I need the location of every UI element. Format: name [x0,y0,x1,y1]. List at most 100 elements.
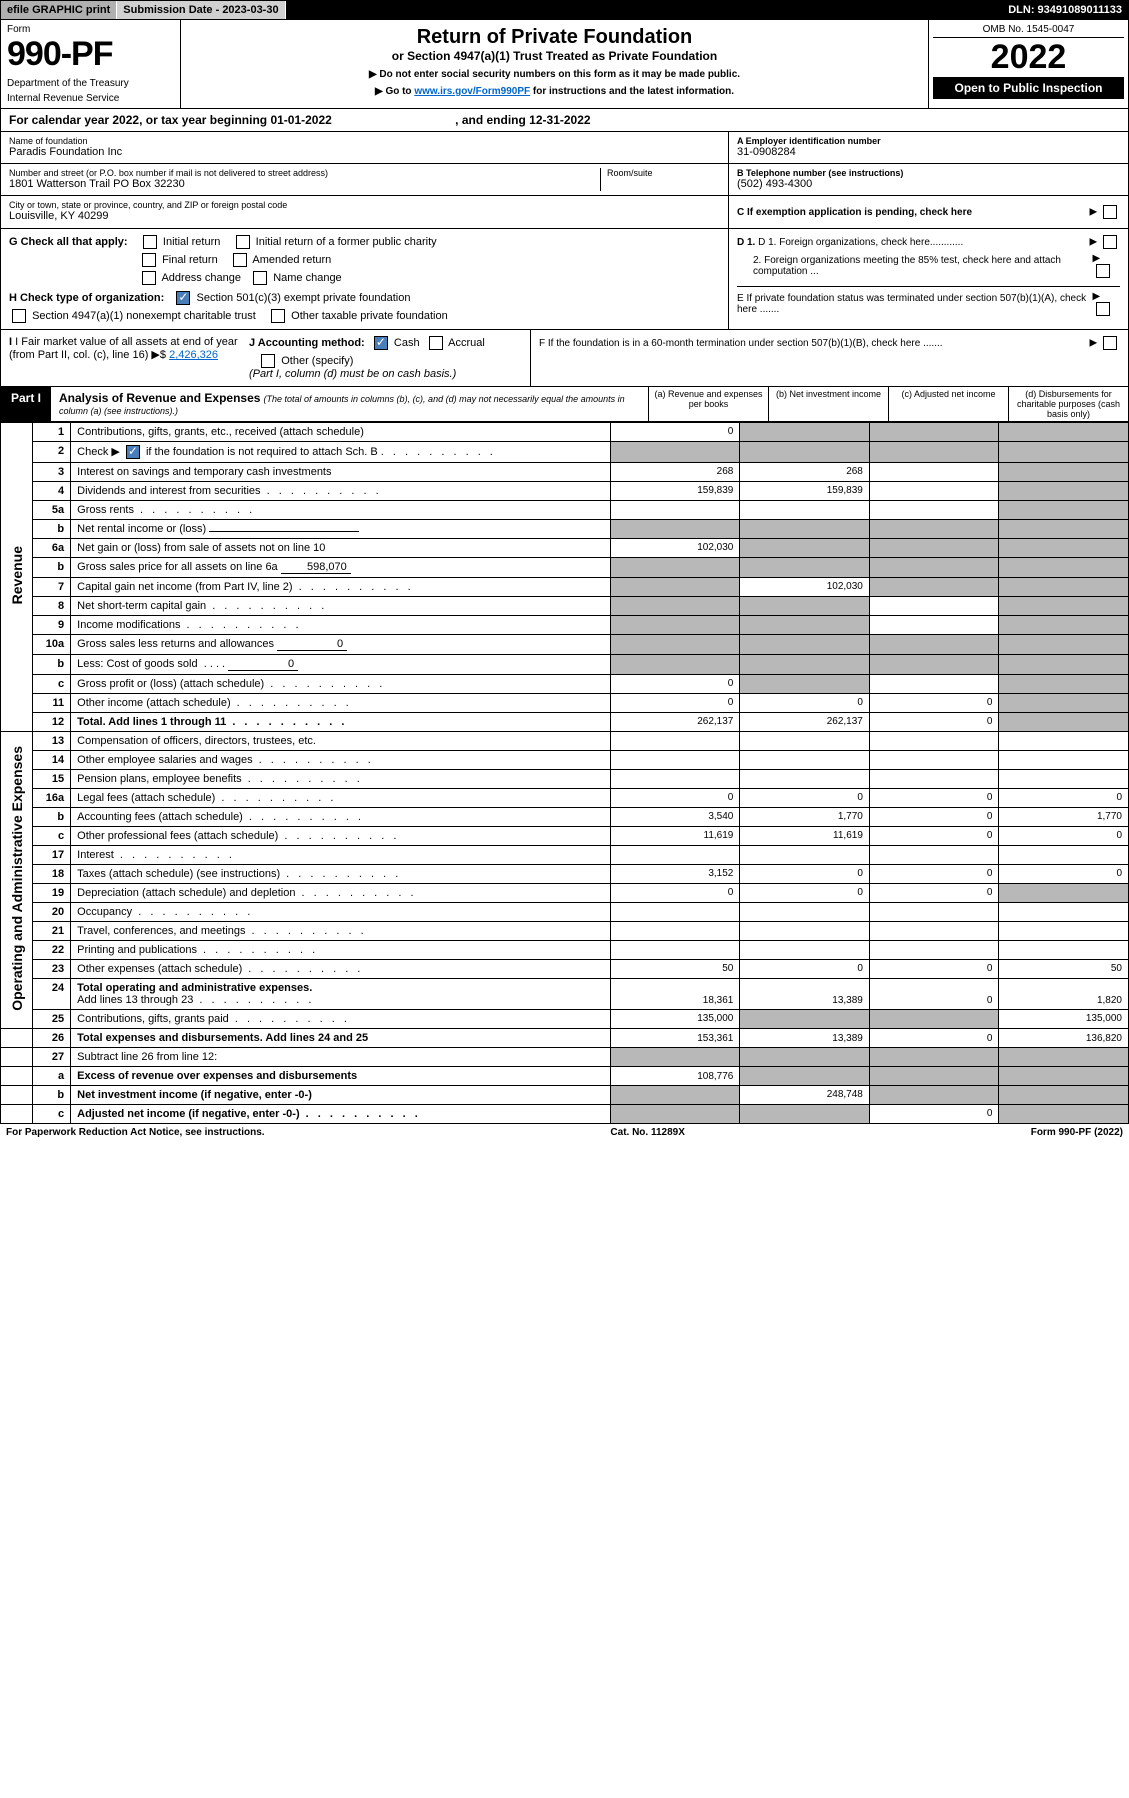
table-row: 6aNet gain or (loss) from sale of assets… [1,539,1129,558]
table-row: 17Interest [1,846,1129,865]
expenses-side-label: Operating and Administrative Expenses [9,746,25,1011]
paperwork-notice: For Paperwork Reduction Act Notice, see … [6,1127,265,1138]
form-subtitle: or Section 4947(a)(1) Trust Treated as P… [187,49,922,63]
table-row: 3Interest on savings and temporary cash … [1,463,1129,482]
d1-checkbox[interactable] [1103,235,1117,249]
table-row: aExcess of revenue over expenses and dis… [1,1067,1129,1086]
part1-label: Part I [1,387,51,421]
4947-checkbox[interactable] [12,309,26,323]
fmv-value: 2,426,326 [169,349,218,361]
table-row: bNet rental income or (loss) [1,520,1129,539]
table-row: 20Occupancy [1,903,1129,922]
tax-year: 2022 [933,38,1124,77]
part1-header: Part I Analysis of Revenue and Expenses … [0,387,1129,422]
top-bar: efile GRAPHIC print Submission Date - 20… [0,0,1129,20]
header-mid: Return of Private Foundation or Section … [181,20,928,108]
table-row: 2Check ▶ if the foundation is not requir… [1,442,1129,463]
ein-cell: A Employer identification number 31-0908… [729,132,1128,164]
initial-return-checkbox[interactable] [143,235,157,249]
f-checkbox[interactable] [1103,336,1117,350]
table-row: bNet investment income (if negative, ent… [1,1086,1129,1105]
e-checkbox[interactable] [1096,302,1110,316]
table-row: 9Income modifications [1,616,1129,635]
irs-label: Internal Revenue Service [7,93,174,104]
table-row: cGross profit or (loss) (attach schedule… [1,675,1129,694]
table-row: 4Dividends and interest from securities1… [1,482,1129,501]
f-section: F If the foundation is in a 60-month ter… [531,330,1128,386]
ijf-section: I I Fair market value of all assets at e… [0,330,1129,387]
table-row: Operating and Administrative Expenses 13… [1,732,1129,751]
table-row: 8Net short-term capital gain [1,597,1129,616]
501c3-checkbox[interactable] [176,291,190,305]
d-e-section: D 1. D 1. Foreign organizations, check h… [728,229,1128,329]
form-label: Form [7,24,174,35]
dln: DLN: 93491089011133 [1002,1,1128,19]
omb-number: OMB No. 1545-0047 [933,24,1124,38]
other-method-checkbox[interactable] [261,354,275,368]
table-row: 23Other expenses (attach schedule)500050 [1,960,1129,979]
telephone: (502) 493-4300 [737,178,1120,190]
table-row: 5aGross rents [1,501,1129,520]
table-row: 14Other employee salaries and wages [1,751,1129,770]
dept-treasury: Department of the Treasury [7,78,174,89]
table-row: 22Printing and publications [1,941,1129,960]
c-checkbox[interactable] [1103,205,1117,219]
form-title: Return of Private Foundation [187,26,922,49]
form-header: Form 990-PF Department of the Treasury I… [0,20,1129,109]
cash-checkbox[interactable] [374,336,388,350]
ein: 31-0908284 [737,146,1120,158]
header-left: Form 990-PF Department of the Treasury I… [1,20,181,108]
info-right: A Employer identification number 31-0908… [728,132,1128,228]
irs-link[interactable]: www.irs.gov/Form990PF [414,86,530,97]
table-row: cAdjusted net income (if negative, enter… [1,1105,1129,1124]
col-d-header: (d) Disbursements for charitable purpose… [1008,387,1128,421]
col-c-header: (c) Adjusted net income [888,387,1008,421]
table-row: bAccounting fees (attach schedule)3,5401… [1,808,1129,827]
amended-return-checkbox[interactable] [233,253,247,267]
city-cell: City or town, state or province, country… [1,196,728,228]
goto-note: ▶ Go to www.irs.gov/Form990PF for instru… [187,86,922,97]
table-row: cOther professional fees (attach schedul… [1,827,1129,846]
i-j-section: I I Fair market value of all assets at e… [1,330,531,386]
address-cell: Number and street (or P.O. box number if… [1,164,728,196]
table-row: 26Total expenses and disbursements. Add … [1,1029,1129,1048]
table-row: 12Total. Add lines 1 through 11262,13726… [1,713,1129,732]
table-row: 18Taxes (attach schedule) (see instructi… [1,865,1129,884]
table-row: 16aLegal fees (attach schedule)0000 [1,789,1129,808]
table-row: 24Total operating and administrative exp… [1,979,1129,1010]
cat-number: Cat. No. 11289X [610,1127,684,1138]
table-row: 27Subtract line 26 from line 12: [1,1048,1129,1067]
ssn-note: ▶ Do not enter social security numbers o… [187,69,922,80]
column-headers: (a) Revenue and expenses per books (b) N… [648,387,1128,421]
final-return-checkbox[interactable] [142,253,156,267]
header-right: OMB No. 1545-0047 2022 Open to Public In… [928,20,1128,108]
table-row: bLess: Cost of goods sold . . . . 0 [1,655,1129,675]
table-row: bGross sales price for all assets on lin… [1,558,1129,578]
table-row: 10aGross sales less returns and allowanc… [1,635,1129,655]
calendar-year: For calendar year 2022, or tax year begi… [0,109,1129,132]
g-check-section: G Check all that apply: Initial return I… [1,229,728,329]
d2-checkbox[interactable] [1096,264,1110,278]
foundation-name: Paradis Foundation Inc [9,146,720,158]
other-taxable-checkbox[interactable] [271,309,285,323]
part1-title: Analysis of Revenue and Expenses (The to… [51,387,648,421]
table-row: 25Contributions, gifts, grants paid135,0… [1,1010,1129,1029]
accrual-checkbox[interactable] [429,336,443,350]
form-footer-label: Form 990-PF (2022) [1031,1127,1123,1138]
initial-former-checkbox[interactable] [236,235,250,249]
info-grid: Name of foundation Paradis Foundation In… [0,132,1129,229]
address: 1801 Watterson Trail PO Box 32230 [9,178,600,190]
efile-label: efile GRAPHIC print [1,1,117,19]
open-public: Open to Public Inspection [933,77,1124,99]
col-b-header: (b) Net investment income [768,387,888,421]
schb-checkbox[interactable] [126,445,140,459]
address-change-checkbox[interactable] [142,271,156,285]
page-footer: For Paperwork Reduction Act Notice, see … [0,1124,1129,1141]
telephone-cell: B Telephone number (see instructions) (5… [729,164,1128,196]
table-row: 7Capital gain net income (from Part IV, … [1,578,1129,597]
table-row: 15Pension plans, employee benefits [1,770,1129,789]
main-table: Revenue 1Contributions, gifts, grants, e… [0,422,1129,1124]
col-a-header: (a) Revenue and expenses per books [648,387,768,421]
name-change-checkbox[interactable] [253,271,267,285]
submission-date: Submission Date - 2023-03-30 [117,1,285,19]
